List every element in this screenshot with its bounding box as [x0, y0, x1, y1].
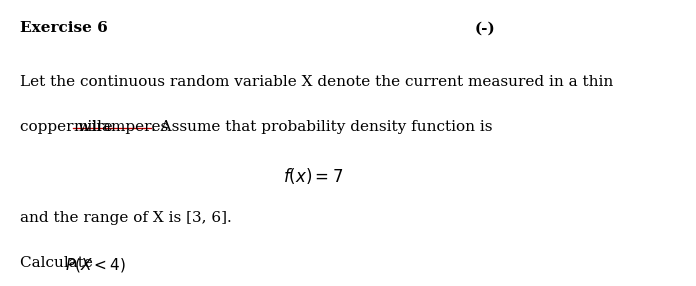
Text: copper wire: copper wire [20, 120, 118, 134]
Text: . Assume that probability density function is: . Assume that probability density functi… [151, 120, 493, 134]
Text: and the range of X is [3, 6].: and the range of X is [3, 6]. [20, 211, 232, 225]
Text: $P(X < 4)$: $P(X < 4)$ [65, 256, 125, 274]
Text: Let the continuous random variable X denote the current measured in a thin: Let the continuous random variable X den… [20, 75, 613, 89]
Text: $f(x) = 7$: $f(x) = 7$ [283, 166, 343, 186]
Text: Calculate: Calculate [20, 256, 98, 270]
Text: millamperes: millamperes [73, 120, 168, 134]
Text: Exercise 6: Exercise 6 [20, 21, 108, 35]
Text: (-): (-) [475, 21, 496, 35]
